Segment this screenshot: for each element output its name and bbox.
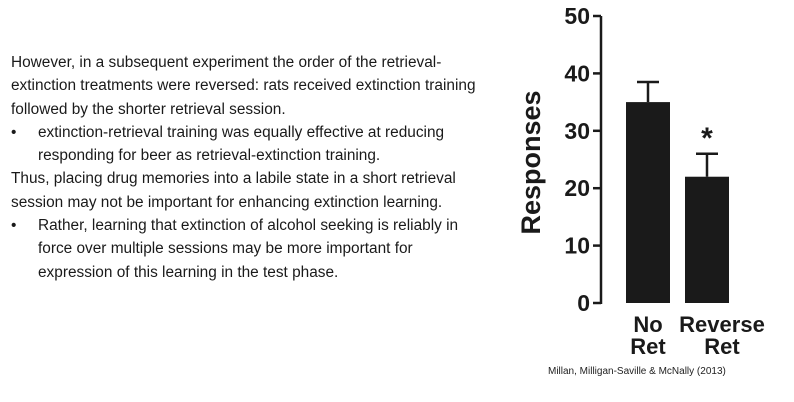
y-tick-label: 30 [564,118,590,144]
bullet-icon: • [11,123,17,141]
x-tick-label: Ret [630,334,666,359]
x-tick-label: Reverse [679,312,765,337]
y-tick-label: 40 [564,60,590,86]
y-tick-label: 50 [564,3,590,29]
significance-marker: * [701,122,713,155]
bar [685,176,729,303]
citation: Millan, Milligan-Saville & McNally (2013… [548,366,726,377]
bullet-text-effective: extinction-retrieval training was equall… [38,123,445,165]
bullet-icon: • [11,217,17,235]
bar [626,102,670,303]
x-tick-label: No [633,312,662,337]
y-tick-label: 20 [564,175,590,201]
bullet-item-effective: • extinction-retrieval training was equa… [11,121,489,168]
y-tick-label: 0 [577,290,590,316]
y-axis-label: Responses [516,90,546,234]
bullet-item-rather: • Rather, learning that extinction of al… [11,214,489,284]
bullet-text-rather: Rather, learning that extinction of alco… [38,217,459,281]
x-tick-label: Ret [704,334,740,359]
paragraph-conclusion: Thus, placing drug memories into a labil… [11,170,456,211]
paragraph-intro: However, in a subsequent experiment the … [11,54,476,118]
y-tick-label: 10 [564,233,590,259]
slide-text: However, in a subsequent experiment the … [11,51,489,284]
